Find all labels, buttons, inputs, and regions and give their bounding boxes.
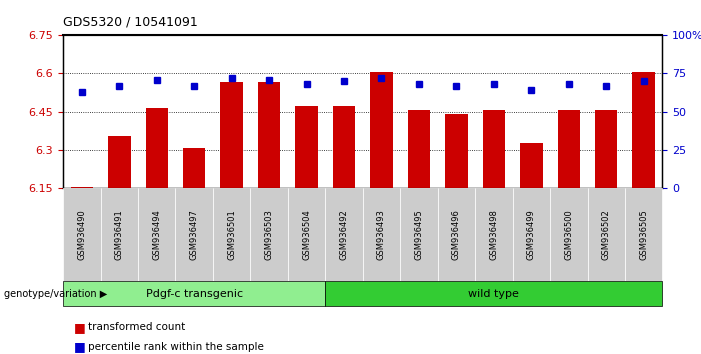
Text: GDS5320 / 10541091: GDS5320 / 10541091: [63, 16, 198, 29]
Bar: [108, 136, 130, 188]
Bar: [408, 110, 430, 188]
Bar: [295, 107, 318, 188]
Bar: [370, 72, 393, 188]
Text: GSM936493: GSM936493: [377, 209, 386, 260]
Text: transformed count: transformed count: [88, 322, 185, 332]
Text: GSM936492: GSM936492: [339, 209, 348, 260]
Text: GSM936503: GSM936503: [264, 209, 273, 260]
Text: GSM936499: GSM936499: [527, 209, 536, 260]
Text: GSM936495: GSM936495: [414, 209, 423, 260]
Bar: [557, 110, 580, 188]
Bar: [146, 108, 168, 188]
Text: GSM936494: GSM936494: [152, 209, 161, 260]
Bar: [220, 82, 243, 188]
Text: GSM936504: GSM936504: [302, 209, 311, 260]
Text: GSM936496: GSM936496: [452, 209, 461, 260]
Text: wild type: wild type: [468, 289, 519, 299]
Text: GSM936500: GSM936500: [564, 209, 573, 260]
Text: GSM936502: GSM936502: [601, 209, 611, 260]
Bar: [183, 148, 205, 188]
Text: GSM936505: GSM936505: [639, 209, 648, 260]
Text: GSM936498: GSM936498: [489, 209, 498, 260]
Text: Pdgf-c transgenic: Pdgf-c transgenic: [146, 289, 243, 299]
Text: percentile rank within the sample: percentile rank within the sample: [88, 342, 264, 352]
Text: genotype/variation ▶: genotype/variation ▶: [4, 289, 107, 299]
Bar: [258, 82, 280, 188]
Text: GSM936497: GSM936497: [190, 209, 198, 260]
Bar: [333, 107, 355, 188]
Bar: [632, 72, 655, 188]
Bar: [595, 110, 618, 188]
Text: ■: ■: [74, 341, 86, 353]
Text: ■: ■: [74, 321, 86, 334]
Bar: [445, 114, 468, 188]
Text: GSM936490: GSM936490: [77, 209, 86, 260]
Text: GSM936501: GSM936501: [227, 209, 236, 260]
Text: GSM936491: GSM936491: [115, 209, 124, 260]
Bar: [482, 110, 505, 188]
Bar: [520, 143, 543, 188]
